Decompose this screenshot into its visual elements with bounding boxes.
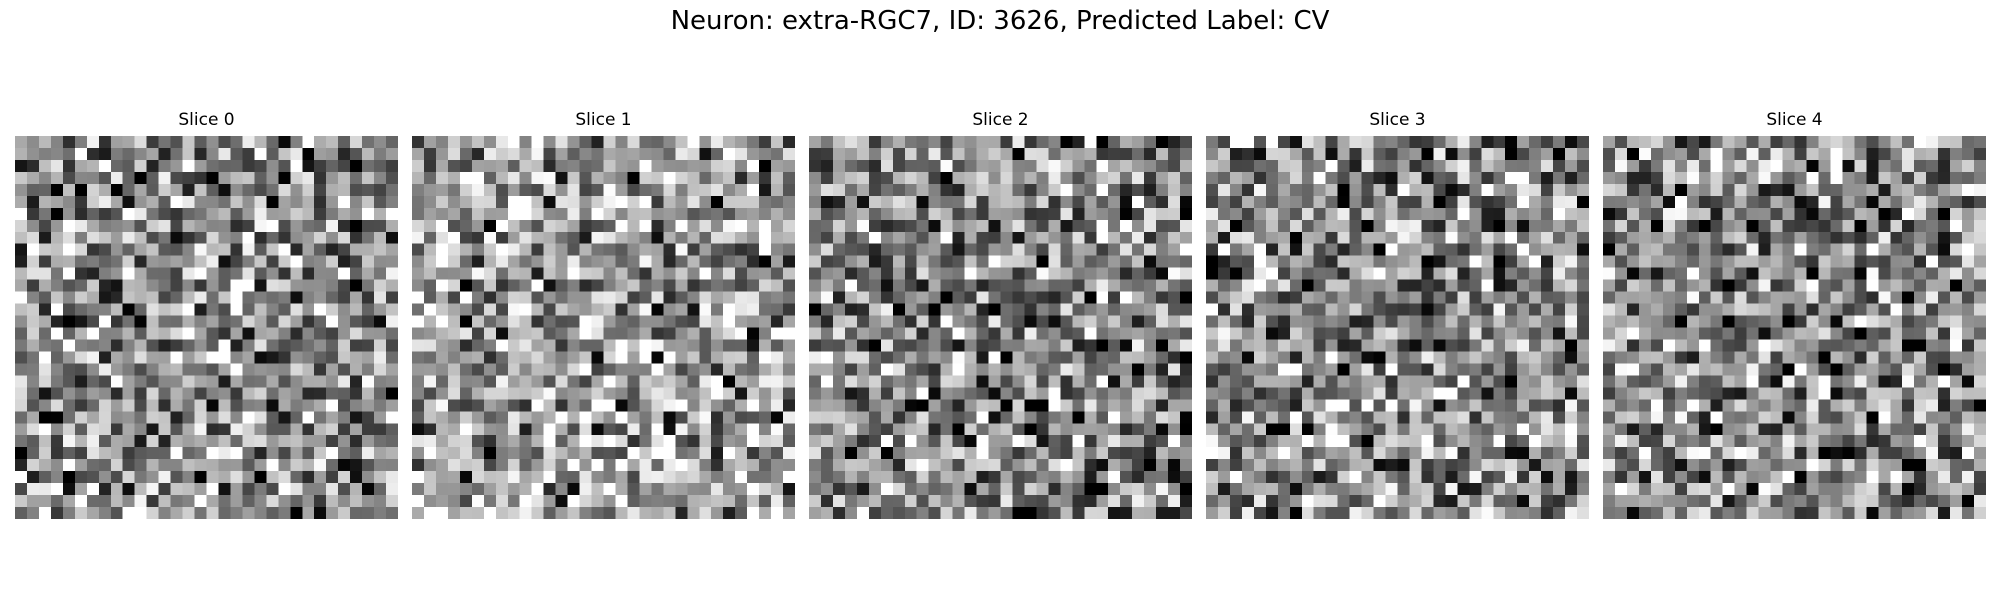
slice-panel-4: Slice 4 bbox=[1603, 110, 1986, 519]
slice-image-1 bbox=[412, 136, 795, 519]
slice-title: Slice 0 bbox=[178, 110, 235, 130]
slice-image-4 bbox=[1603, 136, 1986, 519]
slice-title: Slice 4 bbox=[1766, 110, 1823, 130]
slice-panel-2: Slice 2 bbox=[809, 110, 1192, 519]
slice-panel-1: Slice 1 bbox=[412, 110, 795, 519]
slice-title: Slice 3 bbox=[1369, 110, 1426, 130]
figure-title: Neuron: extra-RGC7, ID: 3626, Predicted … bbox=[670, 6, 1330, 36]
slice-image-2 bbox=[809, 136, 1192, 519]
slice-panel-0: Slice 0 bbox=[15, 110, 398, 519]
slice-image-3 bbox=[1206, 136, 1589, 519]
slice-panel-3: Slice 3 bbox=[1206, 110, 1589, 519]
slice-title: Slice 2 bbox=[972, 110, 1029, 130]
slice-image-0 bbox=[15, 136, 398, 519]
slice-title: Slice 1 bbox=[575, 110, 632, 130]
